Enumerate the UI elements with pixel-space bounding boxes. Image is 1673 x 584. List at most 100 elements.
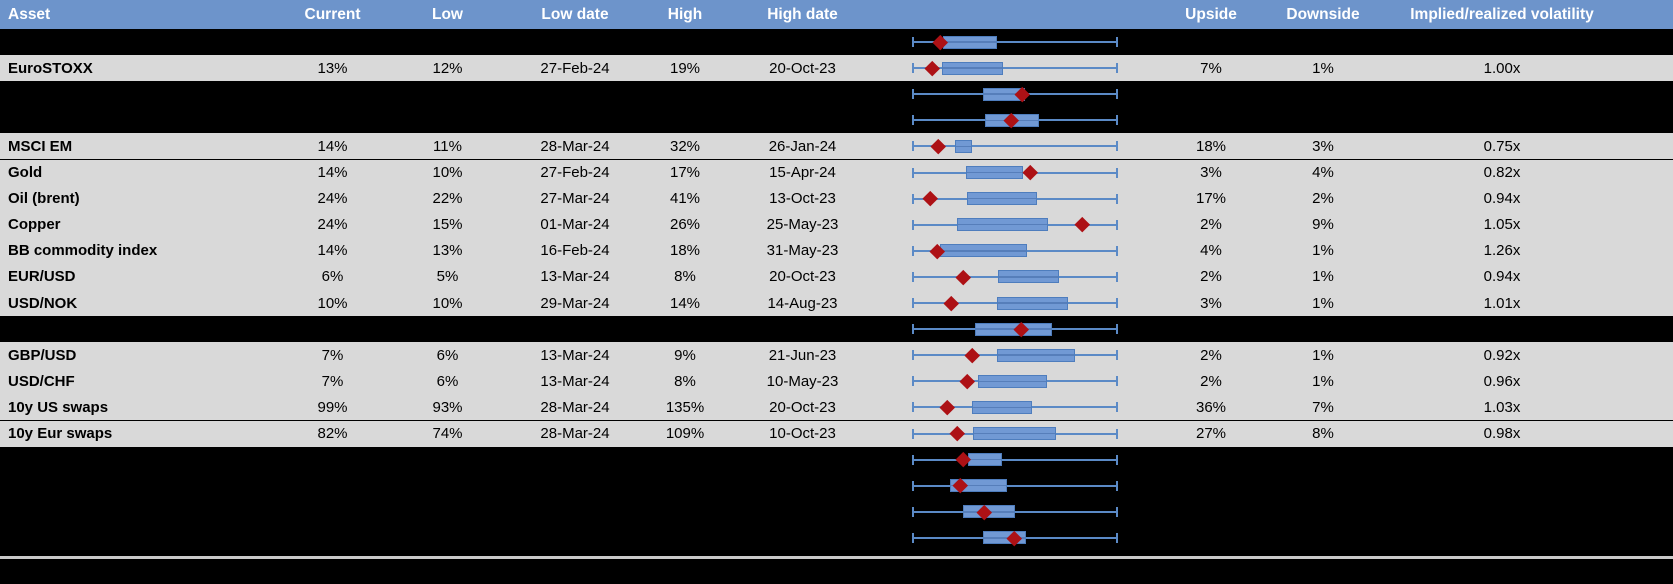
cell-high[interactable]: 19% <box>669 59 701 77</box>
cell-downside[interactable]: 1% <box>1312 268 1334 286</box>
cell-low[interactable]: 5% <box>436 268 459 286</box>
cell-low-date[interactable]: 27-Feb-24 <box>540 59 610 77</box>
cell-asset[interactable]: Oil (brent) <box>8 190 80 208</box>
cell-high-date[interactable]: 20-Oct-23 <box>769 59 836 77</box>
header-cell-high[interactable]: High <box>667 5 703 23</box>
cell-implied-realized-volatility[interactable]: 0.94x <box>1483 268 1521 286</box>
cell-low-date[interactable]: 27-Mar-24 <box>540 190 610 208</box>
header-cell-asset[interactable]: Asset <box>8 5 51 23</box>
cell-implied-realized-volatility[interactable]: 1.01x <box>1483 294 1521 312</box>
cell-low-date[interactable]: 27-Feb-24 <box>540 164 610 182</box>
cell-asset[interactable]: 10y Eur swaps <box>8 425 113 443</box>
cell-implied-realized-volatility[interactable]: 0.92x <box>1483 346 1521 364</box>
cell-asset[interactable]: 10y US swaps <box>8 398 109 416</box>
cell-downside[interactable]: 1% <box>1312 294 1334 312</box>
cell-low[interactable]: 11% <box>433 137 462 155</box>
cell-low-date[interactable]: 13-Mar-24 <box>540 268 610 286</box>
cell-low[interactable]: 6% <box>436 372 459 390</box>
cell-asset[interactable]: Gold <box>8 164 43 182</box>
cell-current[interactable]: 14% <box>317 242 348 260</box>
cell-high-date[interactable]: 26-Jan-24 <box>768 137 837 155</box>
cell-downside[interactable]: 4% <box>1312 164 1334 182</box>
cell-high-date[interactable]: 21-Jun-23 <box>768 346 837 364</box>
cell-low-date[interactable]: 28-Mar-24 <box>540 425 610 443</box>
cell-high[interactable]: 18% <box>669 242 701 260</box>
cell-upside[interactable]: 36% <box>1195 398 1227 416</box>
cell-current[interactable]: 99% <box>317 398 348 416</box>
header-cell-low[interactable]: Low <box>432 5 463 23</box>
cell-high[interactable]: 17% <box>669 164 701 182</box>
cell-current[interactable]: 82% <box>317 425 348 443</box>
cell-current[interactable]: 6% <box>321 268 344 286</box>
cell-low[interactable]: 74% <box>432 425 463 443</box>
cell-downside[interactable]: 1% <box>1312 242 1334 260</box>
cell-upside[interactable]: 27% <box>1195 425 1227 443</box>
cell-upside[interactable]: 3% <box>1200 294 1222 312</box>
cell-high[interactable]: 9% <box>674 346 696 364</box>
cell-current[interactable]: 7% <box>321 346 344 364</box>
header-cell-low-date[interactable]: Low date <box>541 5 609 23</box>
cell-downside[interactable]: 1% <box>1312 346 1334 364</box>
cell-downside[interactable]: 2% <box>1312 190 1334 208</box>
cell-high-date[interactable]: 31-May-23 <box>766 242 839 260</box>
cell-upside[interactable]: 2% <box>1200 216 1222 234</box>
cell-current[interactable]: 13% <box>317 59 348 77</box>
cell-low-date[interactable]: 01-Mar-24 <box>540 216 610 234</box>
cell-implied-realized-volatility[interactable]: 1.03x <box>1483 398 1521 416</box>
cell-asset[interactable]: GBP/USD <box>8 346 77 364</box>
cell-low-date[interactable]: 29-Mar-24 <box>540 294 610 312</box>
cell-asset[interactable]: USD/NOK <box>8 294 78 312</box>
cell-high[interactable]: 109% <box>665 425 705 443</box>
cell-high-date[interactable]: 14-Aug-23 <box>767 294 838 312</box>
cell-current[interactable]: 14% <box>317 137 348 155</box>
cell-current[interactable]: 14% <box>317 164 348 182</box>
cell-low[interactable]: 22% <box>432 190 463 208</box>
cell-implied-realized-volatility[interactable]: 1.00x <box>1483 59 1521 77</box>
cell-upside[interactable]: 2% <box>1200 372 1222 390</box>
cell-asset[interactable]: EuroSTOXX <box>8 59 93 77</box>
cell-high[interactable]: 32% <box>669 137 701 155</box>
cell-high-date[interactable]: 10-Oct-23 <box>769 425 836 443</box>
cell-current[interactable]: 10% <box>317 294 348 312</box>
cell-high-date[interactable]: 20-Oct-23 <box>769 268 836 286</box>
cell-downside[interactable]: 1% <box>1312 59 1334 77</box>
cell-high-date[interactable]: 25-May-23 <box>766 216 839 234</box>
cell-high-date[interactable]: 10-May-23 <box>766 372 839 390</box>
cell-downside[interactable]: 8% <box>1312 425 1334 443</box>
header-cell-downside[interactable]: Downside <box>1286 5 1360 23</box>
cell-implied-realized-volatility[interactable]: 1.26x <box>1483 242 1521 260</box>
cell-high[interactable]: 8% <box>674 372 696 390</box>
cell-low[interactable]: 6% <box>436 346 459 364</box>
cell-implied-realized-volatility[interactable]: 0.96x <box>1483 372 1521 390</box>
cell-upside[interactable]: 3% <box>1200 164 1222 182</box>
cell-current[interactable]: 24% <box>317 216 348 234</box>
cell-downside[interactable]: 7% <box>1312 398 1334 416</box>
cell-current[interactable]: 7% <box>321 372 344 390</box>
header-cell-current[interactable]: Current <box>304 5 361 23</box>
cell-upside[interactable]: 18% <box>1195 137 1227 155</box>
cell-asset[interactable]: Copper <box>8 216 61 234</box>
cell-low[interactable]: 15% <box>432 216 463 234</box>
cell-high[interactable]: 8% <box>674 268 696 286</box>
cell-upside[interactable]: 4% <box>1200 242 1222 260</box>
cell-implied-realized-volatility[interactable]: 0.94x <box>1483 190 1521 208</box>
cell-downside[interactable]: 9% <box>1312 216 1334 234</box>
cell-high[interactable]: 135% <box>665 398 705 416</box>
header-cell-high-date[interactable]: High date <box>767 5 838 23</box>
cell-implied-realized-volatility[interactable]: 1.05x <box>1483 216 1521 234</box>
cell-low-date[interactable]: 28-Mar-24 <box>540 398 610 416</box>
cell-implied-realized-volatility[interactable]: 0.82x <box>1483 164 1521 182</box>
cell-asset[interactable]: BB commodity index <box>8 242 158 260</box>
cell-asset[interactable]: EUR/USD <box>8 268 76 286</box>
cell-low[interactable]: 10% <box>432 164 463 182</box>
cell-high-date[interactable]: 15-Apr-24 <box>769 164 836 182</box>
cell-upside[interactable]: 17% <box>1195 190 1227 208</box>
cell-implied-realized-volatility[interactable]: 0.75x <box>1483 137 1521 155</box>
cell-low[interactable]: 93% <box>432 398 463 416</box>
cell-high-date[interactable]: 20-Oct-23 <box>769 398 836 416</box>
header-cell-implied-realized-volatility[interactable]: Implied/realized volatility <box>1410 5 1594 23</box>
header-cell-upside[interactable]: Upside <box>1185 5 1237 23</box>
cell-upside[interactable]: 2% <box>1200 268 1222 286</box>
cell-high[interactable]: 41% <box>669 190 701 208</box>
cell-implied-realized-volatility[interactable]: 0.98x <box>1483 425 1521 443</box>
